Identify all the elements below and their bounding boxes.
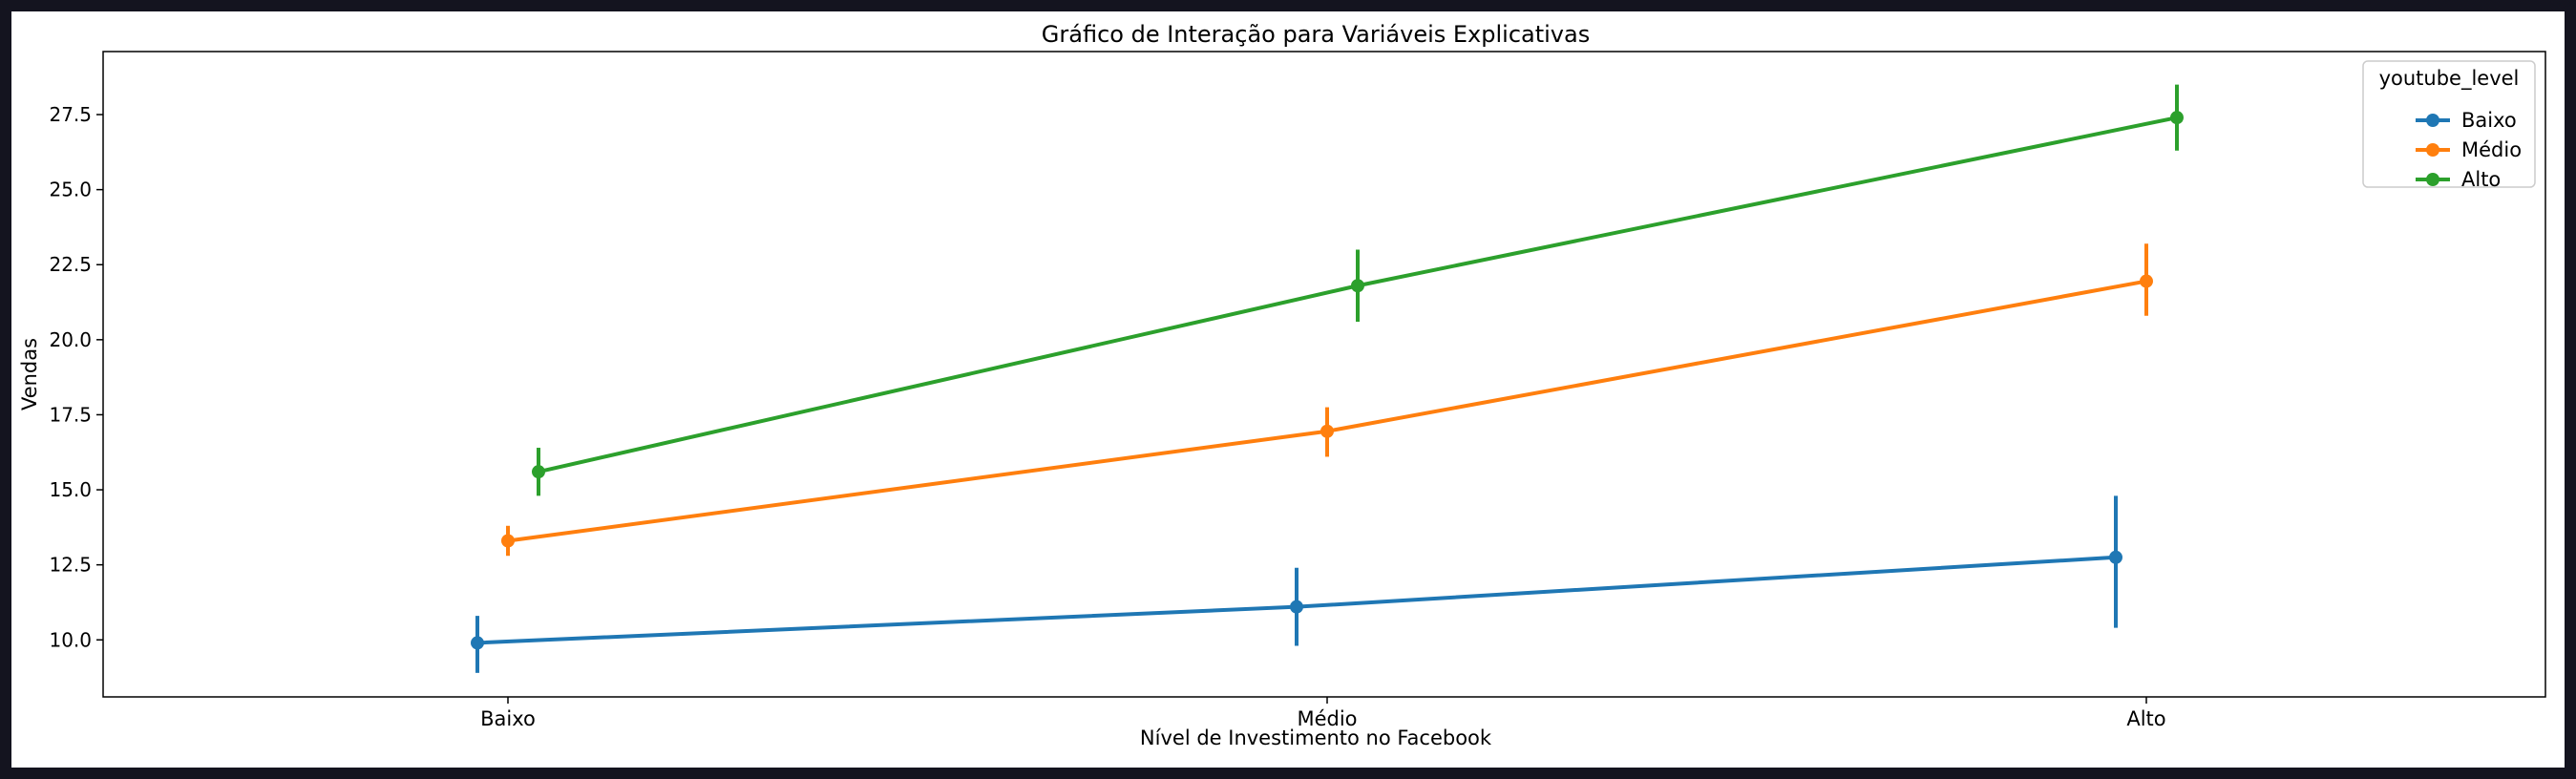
legend-label: Alto (2461, 168, 2501, 191)
y-tick-label: 27.5 (49, 103, 92, 126)
data-point (2140, 274, 2153, 288)
legend: youtube_level Baixo Médio Alto (2362, 60, 2536, 191)
legend-title: youtube_level (2379, 67, 2520, 91)
y-tick-label: 10.0 (49, 628, 92, 651)
data-point (1290, 600, 1303, 614)
legend-items: Baixo Médio Alto (2416, 109, 2522, 191)
data-point (532, 465, 545, 479)
data-point (1320, 424, 1334, 438)
data-point (1351, 279, 1364, 293)
y-tick-label: 25.0 (49, 179, 92, 201)
legend-marker (2426, 143, 2439, 157)
y-tick-label: 12.5 (49, 554, 92, 577)
series-layer (471, 84, 2184, 673)
legend-marker (2426, 114, 2439, 127)
chart-figure: Gráfico de Interação para Variáveis Expl… (11, 11, 2565, 768)
data-point (501, 534, 515, 548)
x-tick-label: Baixo (480, 707, 536, 730)
data-point (471, 636, 484, 650)
series-baixo (471, 495, 2122, 673)
chart-title: Gráfico de Interação para Variáveis Expl… (1042, 21, 1590, 48)
y-axis: 10.0 12.5 15.0 17.5 20.0 22.5 25.0 27.5 (49, 103, 103, 651)
legend-box (2362, 60, 2536, 188)
series-médio (501, 243, 2153, 557)
data-point (2109, 550, 2122, 564)
axes-frame (102, 51, 2546, 698)
data-point (2170, 111, 2184, 125)
y-tick-label: 17.5 (49, 403, 92, 426)
y-tick-label: 15.0 (49, 478, 92, 501)
series-alto (532, 84, 2184, 496)
y-axis-label: Vendas (18, 338, 41, 411)
legend-label: Baixo (2461, 109, 2517, 132)
y-tick-label: 22.5 (49, 253, 92, 276)
x-tick-label: Alto (2126, 707, 2165, 730)
legend-marker (2426, 173, 2439, 186)
interaction-plot: Gráfico de Interação para Variáveis Expl… (18, 21, 2546, 749)
y-tick-label: 20.0 (49, 328, 92, 351)
x-axis-label: Nível de Investimento no Facebook (1140, 726, 1492, 749)
x-axis: Baixo Médio Alto (480, 697, 2166, 730)
x-tick-label: Médio (1297, 707, 1357, 730)
legend-label: Médio (2461, 138, 2522, 161)
